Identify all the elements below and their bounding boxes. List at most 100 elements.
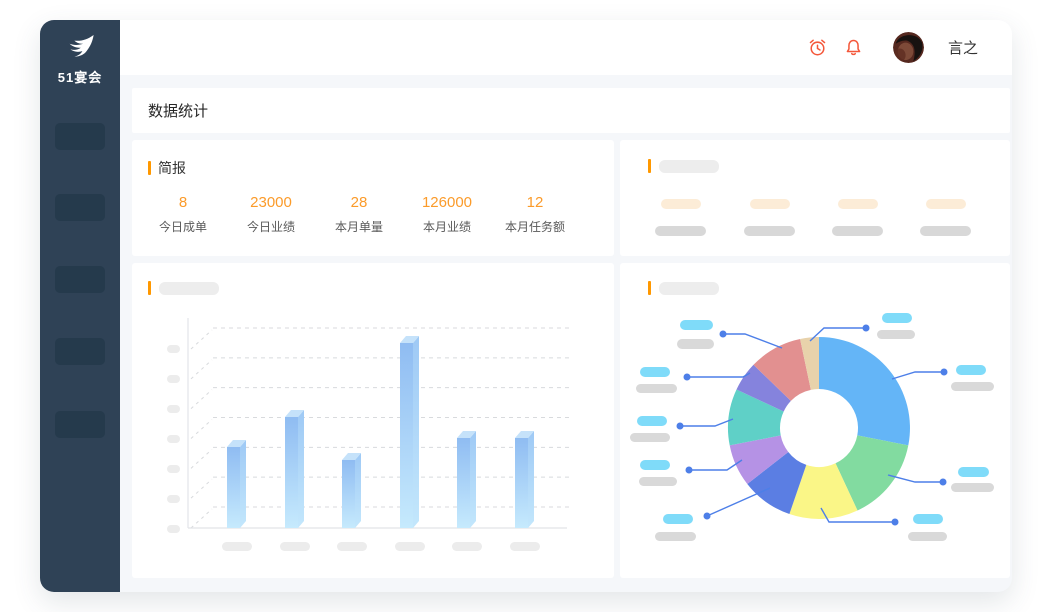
logo[interactable]: 51宴会 <box>40 34 120 86</box>
donut-chart <box>630 313 994 541</box>
callout-label-skeleton-blue <box>637 416 667 426</box>
bar-3d <box>515 431 534 528</box>
title-skeleton <box>659 159 719 173</box>
page-title: 数据统计 <box>148 103 209 120</box>
callout-label-skeleton-blue <box>663 514 693 524</box>
callout-label-skeleton-blue <box>913 514 943 524</box>
callout-connector-line <box>820 507 895 523</box>
sidebar-menu-item-placeholder[interactable] <box>55 338 105 365</box>
avatar <box>892 32 924 63</box>
user-name: 言之 <box>947 40 978 57</box>
callout-dot <box>891 518 899 526</box>
stat-value: 23000 <box>250 194 292 211</box>
donut-segment-5 <box>729 435 789 484</box>
callout-label-skeleton-gray <box>877 330 915 339</box>
callout-label-skeleton-blue <box>958 467 989 477</box>
section-accent-bar <box>148 281 151 295</box>
x-label-skeleton <box>280 542 310 551</box>
bar-3d <box>227 440 246 528</box>
stat-label: 本月业绩 <box>422 220 471 234</box>
donut-segment-8 <box>753 339 811 401</box>
skeleton-bar-gray <box>655 226 706 236</box>
bar-chart-panel <box>132 263 614 578</box>
callout-connector-line <box>680 418 734 427</box>
sidebar: 51宴会 <box>40 20 120 592</box>
summary-skeleton-column <box>920 199 971 236</box>
x-label-skeleton <box>510 542 540 551</box>
brief-title: 简报 <box>158 160 186 176</box>
callout-label-skeleton-gray <box>639 477 677 486</box>
callout-label-skeleton-blue <box>882 313 912 323</box>
skeleton-bar-peach <box>837 199 878 209</box>
stat-value: 28 <box>350 194 368 211</box>
sidebar-menu-item-placeholder[interactable] <box>55 194 105 221</box>
callout-label-skeleton-gray <box>908 532 947 541</box>
sidebar-menu-item-placeholder[interactable] <box>55 123 105 150</box>
callout-dot <box>862 324 870 332</box>
bell-icon <box>846 39 861 56</box>
callout-dot <box>719 330 727 338</box>
callout-dot <box>685 466 693 474</box>
summary-skeleton-panel <box>620 140 1010 256</box>
section-accent-bar <box>648 159 651 173</box>
stat-value: 12 <box>526 194 544 211</box>
bar-chart <box>167 318 570 551</box>
x-label-skeleton <box>222 542 252 551</box>
callout-connector-line <box>689 459 743 471</box>
section-accent-bar <box>648 281 651 295</box>
callout-label-skeleton-gray <box>636 384 677 393</box>
notification-bell-button[interactable] <box>844 38 864 58</box>
donut-segment-4 <box>747 452 807 514</box>
bar-3d <box>285 410 304 528</box>
stat-item: 8 今日成单 <box>140 194 226 235</box>
callout-connector-line <box>706 487 771 517</box>
title-skeleton <box>159 281 219 295</box>
logo-text: 51宴会 <box>57 70 103 85</box>
callout-connector-line <box>687 372 751 378</box>
x-label-skeleton <box>395 542 425 551</box>
summary-skeleton-column <box>744 199 795 236</box>
callout-label-skeleton-blue <box>680 320 713 330</box>
callout-label-skeleton-blue <box>956 365 986 375</box>
stat-value: 126000 <box>421 194 473 211</box>
callout-dot <box>703 512 711 520</box>
callout-dot <box>939 478 947 486</box>
callout-dot <box>676 422 684 430</box>
section-accent-bar <box>148 161 151 175</box>
callout-connector-line <box>891 371 944 380</box>
callout-label-skeleton-blue <box>640 460 670 470</box>
header: 言之 <box>120 20 1012 75</box>
title-skeleton <box>659 281 719 295</box>
donut-segment-7 <box>736 364 791 412</box>
stat-label: 今日业绩 <box>246 220 295 234</box>
callout-label-skeleton-gray <box>630 433 670 442</box>
stat-item: 126000 本月业绩 <box>404 194 490 235</box>
bar-3d <box>342 453 361 528</box>
x-label-skeleton <box>452 542 482 551</box>
stat-item: 28 本月单量 <box>316 194 402 235</box>
user-menu[interactable]: 言之 <box>892 32 978 63</box>
stat-item: 23000 今日业绩 <box>228 194 314 235</box>
donut-segment-3 <box>789 463 858 519</box>
bar-3d <box>457 431 476 528</box>
skeleton-bar-peach <box>925 199 966 209</box>
callout-connector-line <box>809 327 866 342</box>
callout-connector-line <box>723 333 783 349</box>
callout-connector-line <box>887 474 943 483</box>
sidebar-menu-item-placeholder[interactable] <box>55 266 105 293</box>
donut-chart-panel <box>620 263 1010 578</box>
donut-segment-6 <box>728 389 784 446</box>
callout-label-skeleton-gray <box>655 532 696 541</box>
summary-skeleton-column <box>832 199 883 236</box>
alarm-clock-button[interactable] <box>808 38 828 58</box>
page-title-bar: 数据统计 <box>132 88 1010 133</box>
stat-value: 8 <box>178 194 188 211</box>
brief-panel: 简报 8 今日成单 23000 今日业绩 28 本月单量 126000 本月业绩 12 本月任务额 <box>132 140 614 256</box>
swallow-bird-icon <box>69 35 94 57</box>
summary-skeleton-column <box>655 199 706 236</box>
donut-segment-9 <box>800 337 819 390</box>
donut-segment-2 <box>835 435 909 511</box>
skeleton-bar-gray <box>744 226 795 236</box>
callout-label-skeleton-blue <box>640 367 670 377</box>
sidebar-menu-item-placeholder[interactable] <box>55 411 105 438</box>
